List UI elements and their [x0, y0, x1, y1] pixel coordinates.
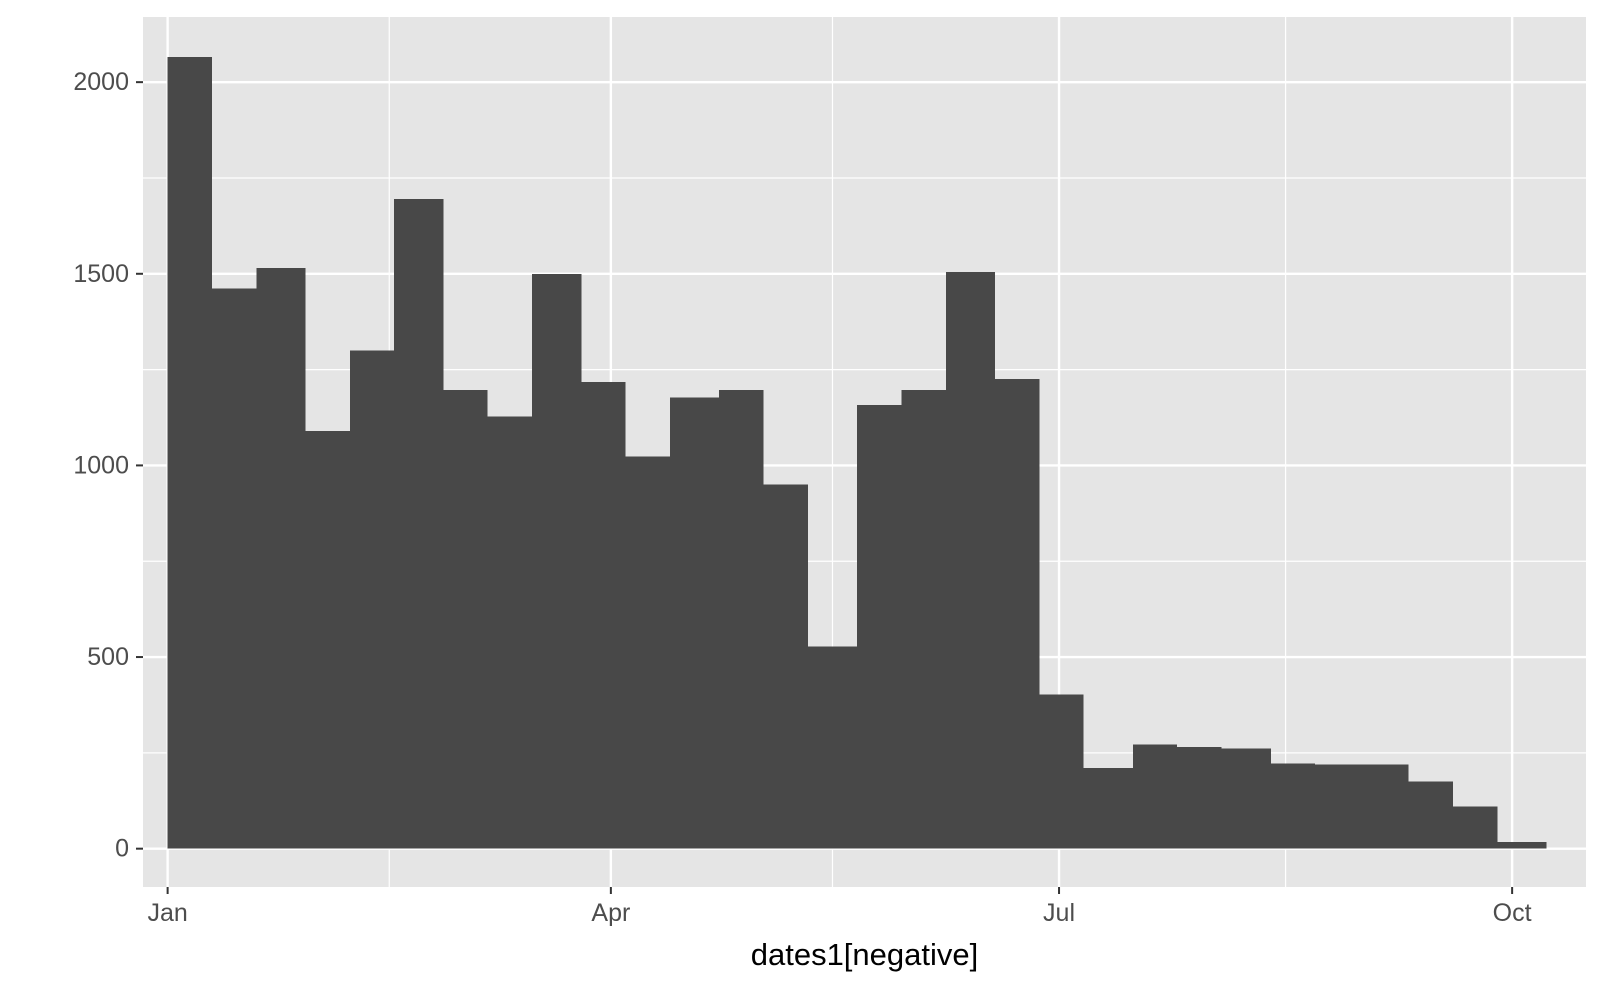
histogram-bar [1408, 781, 1454, 849]
y-tick-label: 500 [87, 643, 129, 671]
y-tick-label: 2000 [73, 68, 129, 96]
histogram-bar [807, 646, 858, 849]
histogram-bar [487, 416, 533, 849]
histogram-bar [625, 456, 670, 849]
histogram-bar [256, 268, 306, 849]
x-tick-label: Jan [147, 899, 187, 927]
y-tick-label: 0 [115, 835, 129, 863]
x-axis: Jan Apr Jul Oct [147, 887, 1532, 927]
histogram-bar [669, 397, 720, 849]
histogram-bar [305, 430, 350, 849]
y-axis: 0 500 1000 1500 2000 [73, 68, 143, 863]
y-tick-label: 1000 [73, 451, 129, 479]
x-axis-title: dates1[negative] [751, 937, 979, 972]
y-tick-label: 1500 [73, 260, 129, 288]
histogram-bar [167, 57, 212, 849]
histogram-bar [394, 199, 444, 849]
histogram-bar [857, 404, 902, 849]
histogram-bar [1453, 806, 1498, 849]
histogram-bar [1270, 763, 1316, 849]
histogram-bar [581, 382, 626, 849]
histogram-bar [1132, 744, 1178, 849]
histogram-bar [945, 271, 996, 849]
histogram-bar [1497, 841, 1547, 849]
x-tick-label: Oct [1493, 899, 1532, 927]
histogram-bar [901, 389, 946, 849]
histogram-bar [1221, 748, 1271, 849]
histogram-bar [1359, 764, 1409, 849]
histogram-bar [995, 379, 1040, 849]
histogram-bar [1177, 747, 1222, 849]
x-tick-label: Jul [1043, 899, 1075, 927]
histogram-bar [763, 484, 808, 849]
histogram-bar [349, 350, 395, 849]
histogram-bars [167, 57, 1547, 849]
histogram-bar [1315, 764, 1360, 849]
histogram-bar [1083, 768, 1133, 849]
x-tick-label: Apr [591, 899, 630, 927]
histogram-bar [719, 389, 764, 849]
histogram-bar [1039, 694, 1084, 849]
histogram-bar [211, 288, 257, 849]
histogram-bar [443, 389, 488, 849]
histogram-bar [532, 273, 582, 849]
